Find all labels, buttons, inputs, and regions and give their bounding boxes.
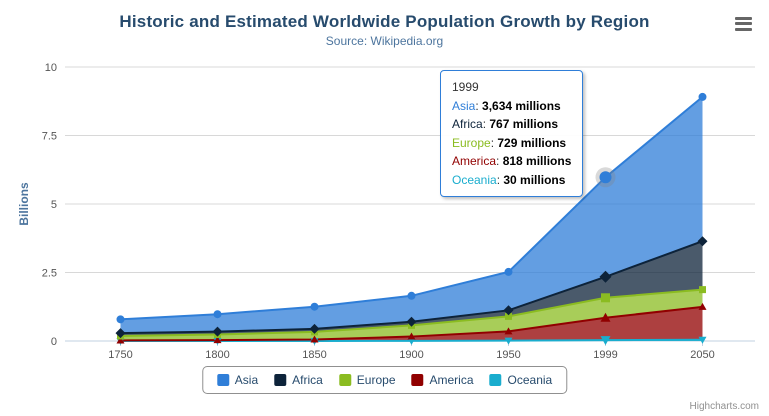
legend-item-oceania[interactable]: Oceania [489,373,553,387]
legend-swatch-icon [489,374,502,386]
point-asia-1999[interactable] [599,171,612,184]
legend: Asia Africa Europe America Oceania [201,366,568,394]
point-africa-1800[interactable] [212,326,223,337]
point-asia-1750[interactable] [116,315,125,324]
y-axis-tick-label: 7.5 [42,131,57,143]
tooltip-series-value: 818 millions [502,154,572,168]
legend-item-europe[interactable]: Europe [338,373,396,387]
point-america-1999[interactable] [600,312,611,322]
legend-swatch-icon [216,374,229,386]
point-africa-1999[interactable] [599,270,612,283]
legend-item-label: Oceania [507,373,553,387]
y-axis-tick-label: 0 [51,336,57,348]
legend-item-label: Asia [234,373,259,387]
point-asia-1950[interactable] [504,267,513,276]
point-america-1850[interactable] [310,335,319,343]
point-africa-1750[interactable] [115,328,126,339]
tooltip-series-name: Oceania [452,172,497,187]
tooltip-series-name: Europe [452,135,491,150]
point-europe-1999[interactable] [601,293,610,303]
export-menu-button[interactable] [731,12,757,34]
point-america-1800[interactable] [213,336,222,344]
point-america-2050[interactable] [698,302,707,310]
point-oceania-2050[interactable] [698,336,707,344]
hamburger-icon [735,27,752,31]
tooltip-row-asia: Asia: 3,634 millions [452,98,561,113]
series-area-america[interactable] [120,306,703,341]
point-asia-1800[interactable] [213,310,222,319]
point-europe-1950[interactable] [505,312,512,320]
point-asia-2050[interactable] [698,92,707,101]
x-axis-tick-label: 1900 [399,349,423,361]
tooltip-series-value: 767 millions [489,117,559,131]
tooltip-series-value: 729 millions [497,135,567,150]
x-axis-tick-label: 2050 [690,349,714,361]
y-axis-tick-label: 10 [45,62,57,74]
legend-item-label: Europe [356,373,396,387]
hamburger-icon [735,22,752,25]
tooltip-series-value: 3,634 millions [482,98,561,113]
tooltip-series-name: America [452,154,497,168]
legend-item-asia[interactable]: Asia [216,373,259,387]
y-axis-tick-label: 2.5 [42,268,57,280]
y-axis-title: Billions [17,182,31,226]
credits-link[interactable]: Highcharts.com [689,401,759,412]
x-axis-tick-label: 1800 [205,349,229,361]
tooltip-header: 1999 [452,80,479,94]
point-asia-1900[interactable] [407,291,416,300]
legend-swatch-icon [338,374,351,386]
tooltip-series-name: Africa [452,117,483,131]
x-axis-tick-label: 1950 [496,349,520,361]
legend-item-africa[interactable]: Africa [274,373,323,387]
tooltip-row-europe: Europe: 729 millions [452,135,567,150]
tooltip: 1999 Asia: 3,634 millions Africa: 767 mil… [440,70,584,197]
legend-swatch-icon [274,374,287,386]
point-oceania-1950[interactable] [504,337,513,345]
tooltip-row-africa: Africa: 767 millions [452,117,559,131]
tooltip-series-value: 30 millions [503,172,566,187]
point-america-1900[interactable] [407,332,416,340]
tooltip-row-america: America: 818 millions [452,154,572,168]
point-asia-1850[interactable] [310,302,319,311]
x-axis-tick-label: 1999 [593,349,617,361]
tooltip-row-oceania: Oceania: 30 millions [452,172,566,187]
point-europe-2050[interactable] [699,286,706,294]
chart-subtitle: Source: Wikipedia.org [325,34,444,48]
x-axis-tick-label: 1850 [302,349,326,361]
series-area-africa[interactable] [120,241,703,336]
legend-item-america[interactable]: America [411,373,474,387]
y-axis-tick-label: 5 [51,199,57,211]
legend-item-label: Africa [292,373,323,387]
point-africa-1850[interactable] [309,323,320,334]
point-africa-1900[interactable] [406,316,417,327]
point-oceania-1999[interactable] [600,336,611,346]
series-area-asia[interactable] [120,96,703,334]
chart-title: Historic and Estimated Worldwide Populat… [119,12,650,31]
legend-swatch-icon [411,374,424,386]
legend-item-label: America [429,373,474,387]
point-africa-1950[interactable] [503,305,514,316]
x-axis-tick-label: 1750 [108,349,132,361]
point-america-1750[interactable] [116,336,125,344]
tooltip-series-name: Asia [452,98,476,113]
point-oceania-1900[interactable] [407,337,416,345]
point-africa-2050[interactable] [697,236,708,247]
hamburger-icon [735,16,752,20]
tooltip-rows: Asia: 3,634 millions Africa: 767 millions… [452,97,571,190]
point-america-1950[interactable] [504,327,513,335]
